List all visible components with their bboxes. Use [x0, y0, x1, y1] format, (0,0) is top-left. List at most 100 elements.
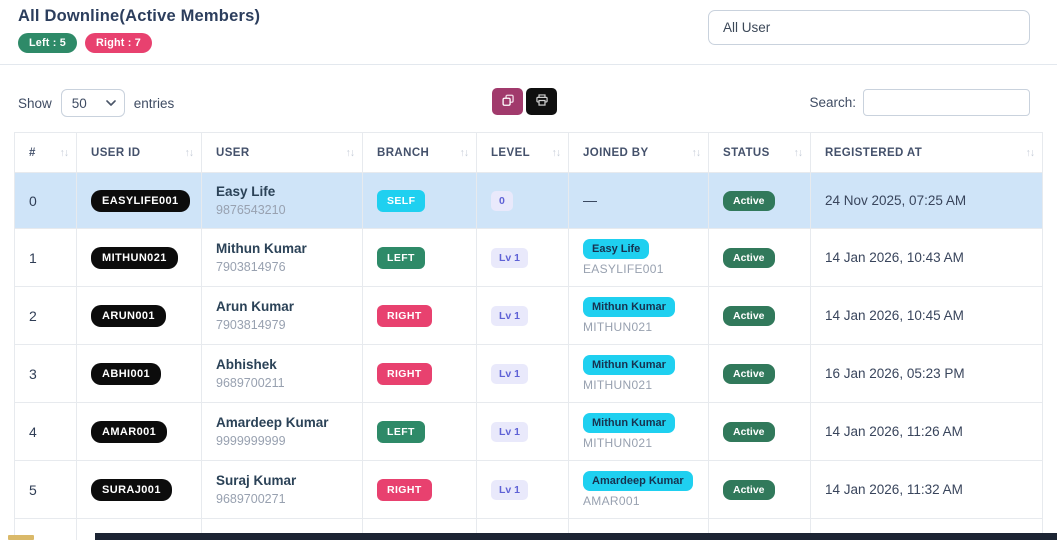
sort-arrows-icon: ↑↓	[551, 146, 561, 159]
branch-badge: RIGHT	[377, 362, 432, 385]
registered-at: 14 Jan 2026, 11:26 AM	[810, 402, 1043, 461]
column-label: USER ID	[91, 146, 141, 159]
printer-icon	[535, 93, 549, 110]
joined-by-badge: Mithun Kumar	[583, 296, 675, 317]
right-count-badge: Right : 7	[85, 33, 152, 53]
search-input[interactable]	[863, 89, 1030, 116]
joined-by-badge: Amardeep Kumar	[583, 470, 693, 491]
column-header-user-id[interactable]: USER ID ↑↓	[76, 132, 202, 173]
sort-arrows-icon: ↑↓	[59, 146, 69, 159]
row-number: 1	[14, 228, 77, 287]
downline-table-wrap: # ↑↓ USER ID ↑↓ USER ↑↓ BRANCH ↑↓ LEVEL ↑↓ JOINED …	[14, 132, 1043, 540]
row-number: 2	[14, 286, 77, 345]
level-badge: 0	[491, 190, 513, 211]
bottom-bar	[95, 533, 1057, 540]
branch-badge: RIGHT	[377, 304, 432, 327]
sort-arrows-icon: ↑↓	[1025, 146, 1035, 159]
column-header-registered-at[interactable]: REGISTERED AT ↑↓	[810, 132, 1043, 173]
copy-button[interactable]	[492, 88, 523, 115]
status-badge: Active	[723, 421, 775, 442]
column-label: REGISTERED AT	[825, 146, 923, 159]
user-phone: 7903814976	[216, 259, 286, 274]
sort-arrows-icon: ↑↓	[459, 146, 469, 159]
column-label: JOINED BY	[583, 146, 649, 159]
joined-by-badge: Mithun Kumar	[583, 354, 675, 375]
user-name: Amardeep Kumar	[216, 414, 329, 430]
table-row: 3 ABHI001 Abhishek 9689700211 RIGHT Lv 1…	[14, 344, 1043, 403]
joined-by-id: MITHUN021	[583, 377, 653, 392]
column-label: STATUS	[723, 146, 770, 159]
user-phone: 9689700271	[216, 491, 286, 506]
column-header-user[interactable]: USER ↑↓	[201, 132, 363, 173]
user-phone: 9689700211	[216, 375, 285, 390]
sort-arrows-icon: ↑↓	[691, 146, 701, 159]
branch-badge: LEFT	[377, 246, 425, 269]
registered-at: 14 Jan 2026, 11:32 AM	[810, 460, 1043, 519]
left-count-badge: Left : 5	[18, 33, 77, 53]
search-group: Search:	[809, 89, 1030, 116]
joined-by-id: MITHUN021	[583, 435, 653, 450]
page-size-value: 50	[71, 95, 87, 111]
joined-by-id: MITHUN021	[583, 319, 653, 334]
print-button[interactable]	[526, 88, 557, 115]
search-label: Search:	[809, 95, 856, 110]
user-id-badge: MITHUN021	[91, 246, 178, 269]
user-name: Abhishek	[216, 356, 277, 372]
row-number: 4	[14, 402, 77, 461]
column-header-status[interactable]: STATUS ↑↓	[708, 132, 811, 173]
level-badge: Lv 1	[491, 247, 529, 268]
column-header-joined-by[interactable]: JOINED BY ↑↓	[568, 132, 709, 173]
table-row: 1 MITHUN021 Mithun Kumar 7903814976 LEFT…	[14, 228, 1043, 287]
column-label: BRANCH	[377, 146, 430, 159]
registered-at: 14 Jan 2026, 10:43 AM	[810, 228, 1043, 287]
status-badge: Active	[723, 479, 775, 500]
level-badge: Lv 1	[491, 305, 529, 326]
table-row: 2 ARUN001 Arun Kumar 7903814979 RIGHT Lv…	[14, 286, 1043, 345]
user-name: Suraj Kumar	[216, 472, 297, 488]
row-number: 5	[14, 460, 77, 519]
joined-by-badge: Mithun Kumar	[583, 412, 675, 433]
table-row: 0 EASYLIFE001 Easy Life 9876543210 SELF …	[14, 172, 1043, 229]
status-badge: Active	[723, 190, 775, 211]
table-header: # ↑↓ USER ID ↑↓ USER ↑↓ BRANCH ↑↓ LEVEL ↑↓ JOINED …	[14, 132, 1043, 173]
row-number	[14, 518, 77, 540]
column-header-branch[interactable]: BRANCH ↑↓	[362, 132, 477, 173]
user-id-badge: AMAR001	[91, 420, 168, 443]
bottom-left-fragment	[8, 535, 34, 540]
page-size-group: Show 50 entries	[18, 89, 174, 117]
level-badge: Lv 1	[491, 479, 529, 500]
page-title: All Downline(Active Members)	[18, 7, 261, 25]
user-filter-select[interactable]: All User	[708, 10, 1030, 45]
entries-label: entries	[133, 95, 175, 111]
user-name: Mithun Kumar	[216, 240, 307, 256]
row-number: 0	[14, 172, 77, 229]
registered-at: 16 Jan 2026, 05:23 PM	[810, 344, 1043, 403]
sort-arrows-icon: ↑↓	[793, 146, 803, 159]
user-phone: 7903814979	[216, 317, 286, 332]
column-header-level[interactable]: LEVEL ↑↓	[476, 132, 569, 173]
user-name: Arun Kumar	[216, 298, 295, 314]
user-phone: 9999999999	[216, 433, 286, 448]
joined-by-id: EASYLIFE001	[583, 261, 664, 276]
user-id-badge: SURAJ001	[91, 478, 172, 501]
registered-at: 14 Jan 2026, 10:45 AM	[810, 286, 1043, 345]
downline-table: # ↑↓ USER ID ↑↓ USER ↑↓ BRANCH ↑↓ LEVEL ↑↓ JOINED …	[14, 132, 1043, 540]
chevron-down-icon	[105, 100, 116, 106]
branch-count-badges: Left : 5 Right : 7	[18, 33, 152, 53]
header-divider	[0, 64, 1057, 65]
column-header--[interactable]: # ↑↓	[14, 132, 77, 173]
level-badge: Lv 1	[491, 421, 529, 442]
branch-badge: LEFT	[377, 420, 425, 443]
page-size-select[interactable]: 50	[60, 89, 125, 117]
joined-by-badge: Easy Life	[583, 238, 650, 259]
copy-icon	[501, 93, 515, 110]
user-id-badge: EASYLIFE001	[91, 189, 190, 212]
sort-arrows-icon: ↑↓	[184, 146, 194, 159]
user-name: Easy Life	[216, 183, 276, 199]
row-number: 3	[14, 344, 77, 403]
user-id-badge: ARUN001	[91, 304, 166, 327]
column-label: #	[29, 146, 36, 159]
show-label: Show	[18, 95, 52, 111]
registered-at: 24 Nov 2025, 07:25 AM	[810, 172, 1043, 229]
user-id-badge: ABHI001	[91, 362, 162, 385]
